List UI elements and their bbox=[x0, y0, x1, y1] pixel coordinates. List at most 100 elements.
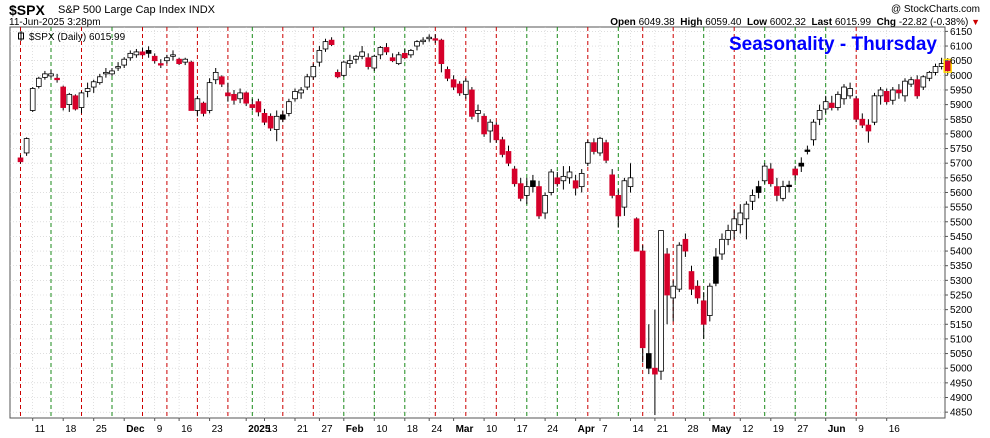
x-tick-label: 28 bbox=[687, 424, 699, 435]
candle-body bbox=[774, 186, 780, 196]
candle-body bbox=[676, 244, 683, 290]
candle bbox=[835, 91, 841, 111]
x-tick-label: 24 bbox=[547, 424, 559, 435]
candle bbox=[48, 70, 54, 79]
candle bbox=[853, 95, 859, 123]
candle bbox=[420, 37, 426, 45]
candle-body bbox=[29, 88, 36, 111]
high-label: High bbox=[680, 17, 703, 28]
candle bbox=[176, 57, 182, 66]
candle bbox=[792, 166, 798, 181]
x-tick-label: 2025 bbox=[248, 424, 271, 435]
candle bbox=[23, 137, 30, 156]
candle bbox=[298, 87, 304, 99]
legend-label: $SPX (Daily) 6015.99 bbox=[29, 32, 126, 43]
candle bbox=[401, 48, 408, 60]
down-arrow-icon: ▼ bbox=[971, 17, 980, 27]
candle-body bbox=[792, 168, 798, 176]
candle bbox=[877, 87, 884, 105]
candle-body bbox=[804, 149, 811, 152]
candle bbox=[566, 166, 573, 184]
y-tick-label: 5750 bbox=[950, 144, 973, 155]
candle bbox=[603, 139, 609, 164]
candle-body bbox=[176, 58, 182, 65]
candle bbox=[591, 138, 597, 155]
y-tick-label: 5000 bbox=[950, 364, 973, 375]
candle bbox=[786, 180, 792, 193]
low-value: 6002.32 bbox=[769, 17, 806, 28]
x-tick-label: 25 bbox=[96, 424, 108, 435]
candle bbox=[304, 73, 310, 90]
open-label: Open bbox=[610, 17, 636, 28]
candle-body bbox=[829, 102, 835, 108]
y-tick-label: 5050 bbox=[950, 349, 973, 360]
candle bbox=[646, 324, 652, 375]
x-tick-label: 16 bbox=[181, 424, 193, 435]
candle bbox=[249, 98, 256, 111]
candle bbox=[829, 95, 835, 111]
y-tick-label: 5250 bbox=[950, 290, 973, 301]
candle bbox=[493, 122, 500, 143]
candle bbox=[682, 233, 689, 257]
last-label: Last bbox=[811, 17, 833, 28]
candle-body bbox=[97, 76, 103, 84]
candle bbox=[676, 242, 683, 293]
candle-body bbox=[694, 285, 701, 299]
candle-body bbox=[279, 114, 286, 120]
candle-body bbox=[841, 86, 847, 100]
x-tick-label: Apr bbox=[578, 424, 595, 435]
candle bbox=[627, 163, 634, 193]
x-tick-label: 18 bbox=[407, 424, 419, 435]
x-tick-label: 11 bbox=[35, 424, 46, 435]
y-tick-label: 5400 bbox=[950, 247, 973, 258]
candle bbox=[707, 283, 713, 322]
candle-body bbox=[414, 41, 420, 47]
candle bbox=[780, 180, 786, 202]
candle-body bbox=[432, 38, 439, 41]
candle-body bbox=[554, 177, 561, 185]
candle-body bbox=[914, 79, 920, 97]
candle bbox=[749, 189, 756, 211]
candle-body bbox=[426, 36, 432, 40]
candle bbox=[768, 163, 774, 187]
candle-body bbox=[389, 57, 396, 62]
candle bbox=[200, 101, 207, 117]
candle-body bbox=[768, 168, 774, 185]
candle bbox=[145, 46, 152, 58]
candle-body bbox=[548, 171, 554, 193]
candle bbox=[395, 51, 402, 66]
candle bbox=[652, 309, 658, 416]
candle bbox=[926, 70, 933, 82]
candle-body bbox=[450, 79, 457, 88]
x-tick-label: 10 bbox=[376, 424, 388, 435]
candle bbox=[731, 210, 737, 240]
y-tick-label: 4900 bbox=[950, 393, 973, 404]
candle-body bbox=[493, 124, 500, 141]
candle bbox=[902, 78, 908, 102]
y-tick-label: 5350 bbox=[950, 261, 973, 272]
candle bbox=[347, 54, 353, 69]
y-tick-label: 5700 bbox=[950, 159, 973, 170]
y-tick-label: 5500 bbox=[950, 217, 973, 228]
candle bbox=[450, 75, 457, 90]
x-tick-label: 9 bbox=[157, 424, 163, 435]
candle bbox=[322, 38, 329, 52]
candle-body bbox=[847, 88, 853, 97]
candle-body bbox=[42, 73, 48, 78]
candle-body bbox=[902, 80, 908, 97]
candle bbox=[90, 79, 97, 93]
index-name: S&P 500 Large Cap Index INDX bbox=[58, 4, 215, 16]
candle bbox=[822, 95, 829, 114]
candle bbox=[816, 104, 823, 126]
candle-body bbox=[603, 142, 609, 161]
candle bbox=[267, 113, 274, 131]
x-tick-label: 16 bbox=[889, 424, 901, 435]
candle bbox=[78, 91, 85, 114]
candle-body bbox=[536, 186, 542, 217]
candle-body bbox=[938, 63, 945, 67]
candle-body bbox=[225, 92, 231, 97]
legend: $SPX (Daily) 6015.99 bbox=[18, 31, 126, 43]
y-tick-label: 5600 bbox=[950, 188, 973, 199]
candle-body bbox=[243, 92, 250, 104]
candle-body bbox=[719, 238, 725, 255]
